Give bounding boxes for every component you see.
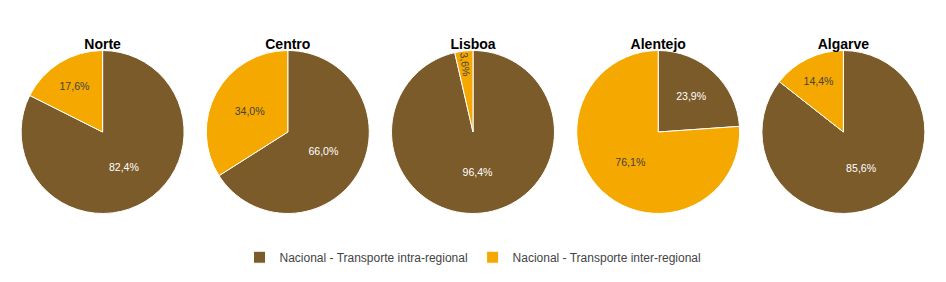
svg-text:Alentejo: Alentejo <box>631 36 686 52</box>
svg-text:82,4%: 82,4% <box>109 161 140 173</box>
svg-text:34,0%: 34,0% <box>235 105 266 117</box>
svg-text:3,6%: 3,6% <box>458 52 473 78</box>
svg-text:Norte: Norte <box>84 36 121 52</box>
svg-text:17,6%: 17,6% <box>59 80 90 92</box>
svg-text:Nacional - Transporte intra-re: Nacional - Transporte intra-regional <box>280 251 468 265</box>
svg-text:76,1%: 76,1% <box>615 156 646 168</box>
svg-text:23,9%: 23,9% <box>676 90 707 102</box>
svg-text:14,4%: 14,4% <box>804 75 835 87</box>
svg-text:Nacional - Transporte inter-re: Nacional - Transporte inter-regional <box>513 251 701 265</box>
svg-text:Lisboa: Lisboa <box>450 36 495 52</box>
svg-text:Algarve: Algarve <box>818 36 870 52</box>
svg-text:96,4%: 96,4% <box>462 166 493 178</box>
svg-text:66,0%: 66,0% <box>308 145 339 157</box>
svg-text:Centro: Centro <box>265 36 310 52</box>
svg-text:85,6%: 85,6% <box>846 162 877 174</box>
